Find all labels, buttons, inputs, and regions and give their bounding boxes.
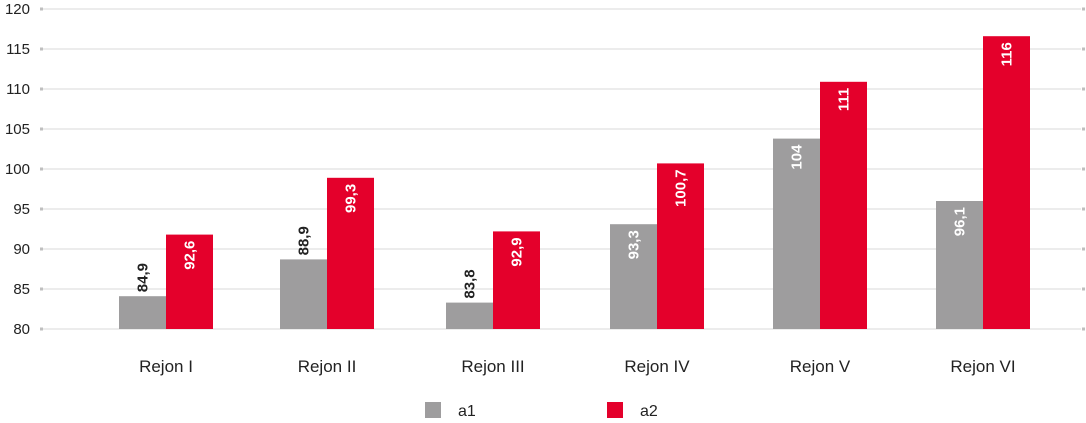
left-tick-mark [40,87,43,91]
bar-a1 [280,259,327,329]
data-label: 93,3 [626,230,643,259]
bar-a2 [820,81,867,329]
data-label: 104 [789,144,806,170]
right-tick-mark [1082,47,1085,51]
left-tick-mark [40,127,43,131]
legend-label: a2 [640,403,658,420]
data-label: 100,7 [673,169,690,207]
bar-a1 [936,201,983,329]
legend-swatch-a1 [425,402,441,418]
bar-a2 [983,36,1030,329]
x-category-label: Rejon VI [950,357,1015,376]
data-label: 116 [999,42,1016,66]
right-tick-mark [1082,87,1085,91]
right-tick-mark [1082,167,1085,171]
bar-a2 [493,231,540,329]
y-tick-label: 95 [13,201,30,218]
bar-a1 [446,302,493,329]
bar-a1 [119,296,166,329]
left-tick-mark [40,7,43,11]
legend-label: a1 [458,403,476,420]
bar-a2 [657,163,704,329]
x-category-label: Rejon II [298,357,357,376]
legend-swatch-a2 [607,402,623,418]
y-tick-label: 110 [6,81,30,98]
right-tick-mark [1082,207,1085,211]
data-label: 88,9 [296,226,313,255]
bar-a2 [327,177,374,329]
right-tick-mark [1082,127,1085,131]
y-tick-label: 85 [13,281,30,298]
data-label: 84,9 [135,263,152,292]
y-tick-label: 120 [5,1,30,18]
y-tick-label: 115 [6,41,30,58]
y-tick-label: 80 [13,321,30,338]
left-tick-mark [40,287,43,291]
data-label: 111 [836,88,853,111]
data-label: 92,9 [509,237,526,266]
left-tick-mark [40,47,43,51]
right-tick-mark [1082,7,1085,11]
y-tick-label: 90 [13,241,30,258]
y-tick-label: 100 [5,161,30,178]
data-label: 83,8 [462,269,479,298]
x-category-label: Rejon V [790,357,851,376]
data-label: 99,3 [343,184,360,213]
left-tick-mark [40,207,43,211]
data-label: 92,6 [182,241,199,270]
data-label: 96,1 [952,207,969,236]
right-tick-mark [1082,327,1085,331]
right-tick-mark [1082,287,1085,291]
left-tick-mark [40,247,43,251]
x-category-label: Rejon IV [624,357,690,376]
right-tick-mark [1082,247,1085,251]
x-category-label: Rejon III [461,357,524,376]
y-tick-label: 105 [5,121,30,138]
x-category-label: Rejon I [139,357,193,376]
bar-a1 [773,138,820,329]
bar-a1 [610,224,657,329]
left-tick-mark [40,327,43,331]
bar-a2 [166,234,213,329]
left-tick-mark [40,167,43,171]
